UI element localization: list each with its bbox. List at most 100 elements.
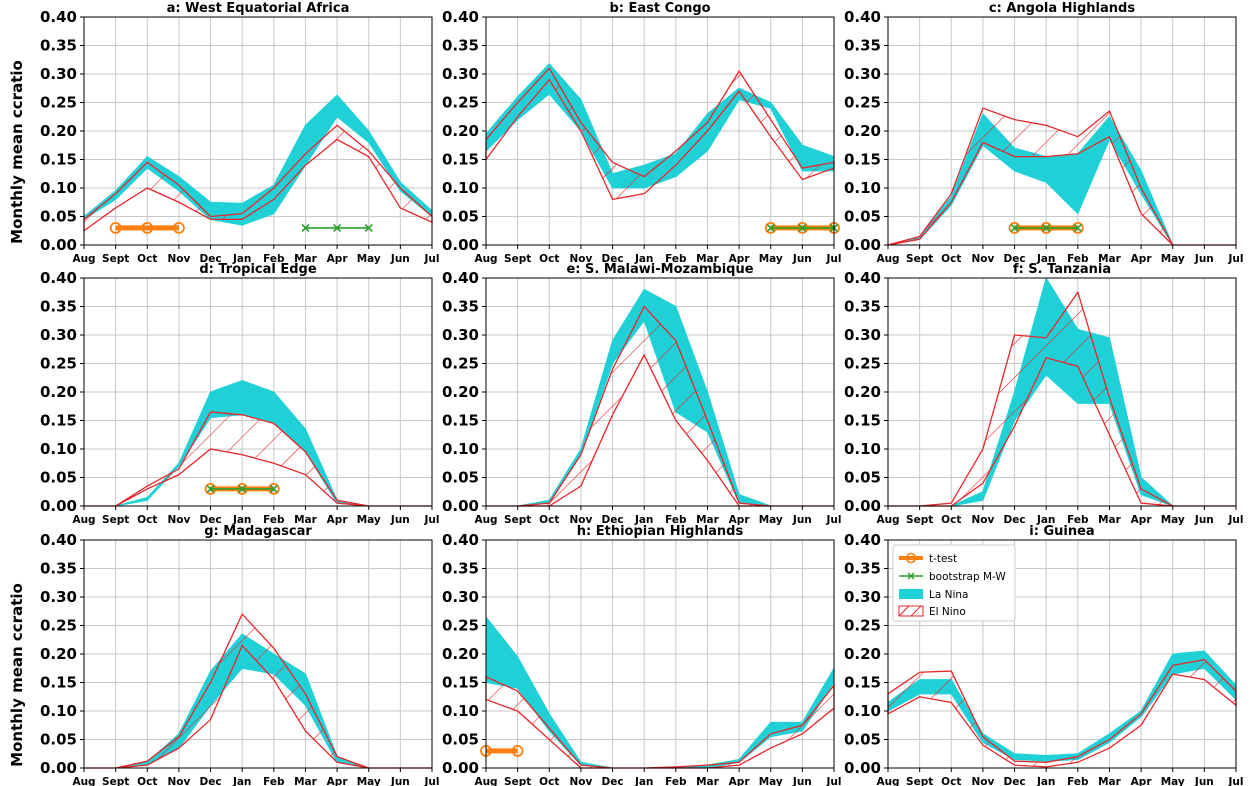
y-tick-label: 0.05 [844, 469, 881, 487]
y-tick-label: 0.15 [844, 674, 881, 692]
x-tick-label: Jun [1194, 514, 1214, 526]
x-tick-label: Jul [1228, 514, 1244, 526]
x-tick-label: Aug [876, 514, 899, 526]
x-tick-label: Dec [602, 514, 624, 526]
y-tick-label: 0.00 [40, 236, 77, 254]
el-nino-band [888, 290, 1236, 507]
x-tick-label: Mar [1098, 514, 1122, 526]
el-nino-band [485, 67, 835, 201]
x-tick-label: Jan [634, 776, 653, 786]
x-tick-label: Apr [327, 253, 349, 265]
x-tick-label: Dec [200, 253, 222, 265]
y-tick-label: 0.30 [40, 65, 77, 83]
y-tick-label: 0.30 [844, 588, 881, 606]
x-tick-label: Oct [137, 253, 157, 265]
x-tick-label: Mar [1098, 253, 1122, 265]
y-tick-label: 0.15 [40, 151, 77, 169]
x-tick-label: May [759, 776, 783, 786]
x-tick-label: Feb [665, 514, 687, 526]
y-tick-label: 0.20 [844, 383, 881, 401]
y-tick-label: 0.10 [442, 179, 479, 197]
x-tick-label: Jan [1036, 253, 1055, 265]
x-tick-label: Jan [1036, 514, 1055, 526]
y-tick-label: 0.05 [442, 469, 479, 487]
panel-title: c: Angola Highlands [989, 1, 1135, 16]
x-tick-label: Apr [1131, 776, 1153, 786]
x-tick-label: Mar [696, 776, 720, 786]
x-tick-label: Nov [167, 776, 190, 786]
legend-t-test-marker [905, 552, 917, 564]
y-tick-label: 0.10 [40, 702, 77, 720]
x-tick-label: Sept [102, 776, 129, 786]
y-tick-label: 0.15 [844, 412, 881, 430]
y-tick-label: 0.00 [442, 497, 479, 515]
y-tick-label: 0.10 [442, 702, 479, 720]
y-tick-label: 0.40 [40, 8, 77, 26]
x-tick-label: Oct [137, 514, 157, 526]
x-tick-label: May [1161, 253, 1185, 265]
x-tick-label: May [357, 514, 381, 526]
legend-el-nino-hatch [898, 605, 910, 617]
legend-label: bootstrap M-W [929, 571, 1006, 583]
panel-i: 0.00 0.05 0.10 0.15 0.20 0.25 0.30 0.35 0.40 Aug S… [844, 524, 1244, 786]
x-tick-label: Jan [1036, 776, 1055, 786]
x-tick-label: Nov [167, 514, 190, 526]
y-tick-label: 0.30 [844, 326, 881, 344]
panels-group: 0.00 0.05 0.10 0.15 0.20 0.25 0.30 0.35 0.40 Aug S… [40, 1, 1244, 786]
y-tick-label: 0.25 [844, 355, 881, 373]
x-tick-label: May [357, 253, 381, 265]
y-tick-label: 0.35 [442, 298, 479, 316]
x-tick-label: May [1161, 776, 1185, 786]
bootstrap-marker [766, 223, 775, 232]
x-tick-label: Apr [327, 514, 349, 526]
x-tick-label: Apr [1131, 514, 1153, 526]
y-tick-label: 0.40 [442, 531, 479, 549]
x-tick-label: Jun [1194, 253, 1214, 265]
x-tick-label: Jul [1228, 253, 1244, 265]
y-tick-label: 0.35 [40, 37, 77, 55]
bootstrap-marker [364, 223, 373, 232]
x-tick-label: May [357, 776, 381, 786]
el-nino-band [486, 305, 834, 507]
x-tick-label: Feb [665, 253, 687, 265]
x-tick-label: Aug [474, 776, 497, 786]
t-test-marker [141, 221, 154, 234]
legend-bootstrap-marker [907, 572, 915, 580]
bootstrap-marker [238, 484, 247, 493]
x-tick-label: Oct [539, 253, 559, 265]
y-tick-label: 0.10 [40, 179, 77, 197]
legend-label: t-test [929, 553, 957, 565]
y-tick-label: 0.25 [40, 94, 77, 112]
x-tick-label: Mar [294, 514, 318, 526]
y-tick-label: 0.05 [844, 208, 881, 226]
x-tick-label: Nov [971, 776, 994, 786]
panel-c: 0.00 0.05 0.10 0.15 0.20 0.25 0.30 0.35 0.40 Aug S… [844, 1, 1244, 265]
x-tick-label: Oct [941, 776, 961, 786]
panel-d: 0.00 0.05 0.10 0.15 0.20 0.25 0.30 0.35 0.40 Aug S… [40, 262, 440, 526]
y-tick-label: 0.20 [442, 122, 479, 140]
y-tick-label: 0.40 [40, 531, 77, 549]
x-tick-label: Feb [1067, 776, 1089, 786]
x-tick-label: Nov [569, 253, 592, 265]
y-tick-label: 0.10 [844, 702, 881, 720]
bootstrap-marker [301, 223, 310, 232]
x-tick-label: Nov [569, 776, 592, 786]
x-tick-label: Nov [569, 514, 592, 526]
panel-b: 0.00 0.05 0.10 0.15 0.20 0.25 0.30 0.35 0.40 Aug S… [442, 1, 842, 265]
x-tick-label: Apr [729, 253, 751, 265]
panel-a: 0.00 0.05 0.10 0.15 0.20 0.25 0.30 0.35 0.40 Aug S… [40, 1, 440, 265]
panel-title: a: West Equatorial Africa [167, 1, 350, 16]
y-tick-label: 0.20 [442, 383, 479, 401]
x-tick-label: Aug [876, 253, 899, 265]
la-nina-band [485, 615, 835, 769]
t-test-marker [109, 221, 122, 234]
y-tick-label: 0.05 [442, 731, 479, 749]
x-tick-label: Dec [602, 776, 624, 786]
x-tick-label: Jul [424, 514, 440, 526]
y-tick-label: 0.35 [442, 560, 479, 578]
y-tick-label: 0.25 [442, 94, 479, 112]
y-tick-label: 0.10 [40, 440, 77, 458]
x-tick-label: Oct [941, 514, 961, 526]
y-tick-label: 0.10 [844, 440, 881, 458]
y-tick-label: 0.25 [40, 617, 77, 635]
